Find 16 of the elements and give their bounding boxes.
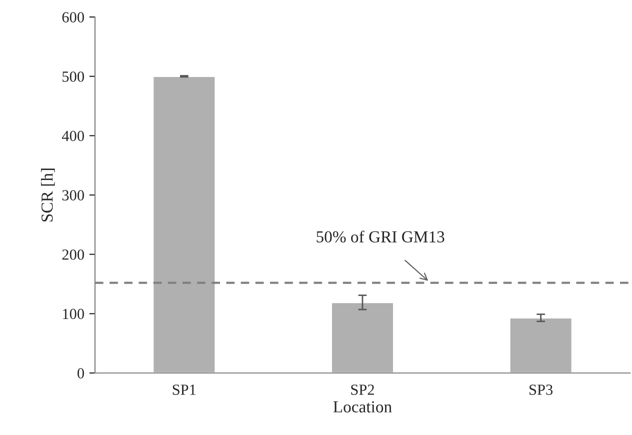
x-tick-label: SP2	[351, 384, 374, 395]
y-tick-label: 400	[62, 130, 84, 142]
ref-line-label: 50% of GRI GM13	[316, 230, 444, 243]
y-tick-label: 500	[62, 71, 84, 82]
bar	[508, 317, 573, 373]
bar	[330, 302, 394, 373]
y-axis-title: SCR [h]	[40, 168, 55, 222]
x-tick-label: SP3	[530, 384, 553, 395]
y-tick-label: 0	[78, 368, 84, 378]
y-tick-label: 100	[63, 308, 84, 320]
x-tick-label: SP1	[172, 384, 196, 395]
y-tick-label: 200	[62, 249, 84, 260]
y-tick-label: 300	[62, 190, 84, 200]
bar	[152, 76, 216, 373]
x-axis-title: Location	[333, 401, 392, 412]
y-tick-label: 600	[62, 12, 84, 22]
